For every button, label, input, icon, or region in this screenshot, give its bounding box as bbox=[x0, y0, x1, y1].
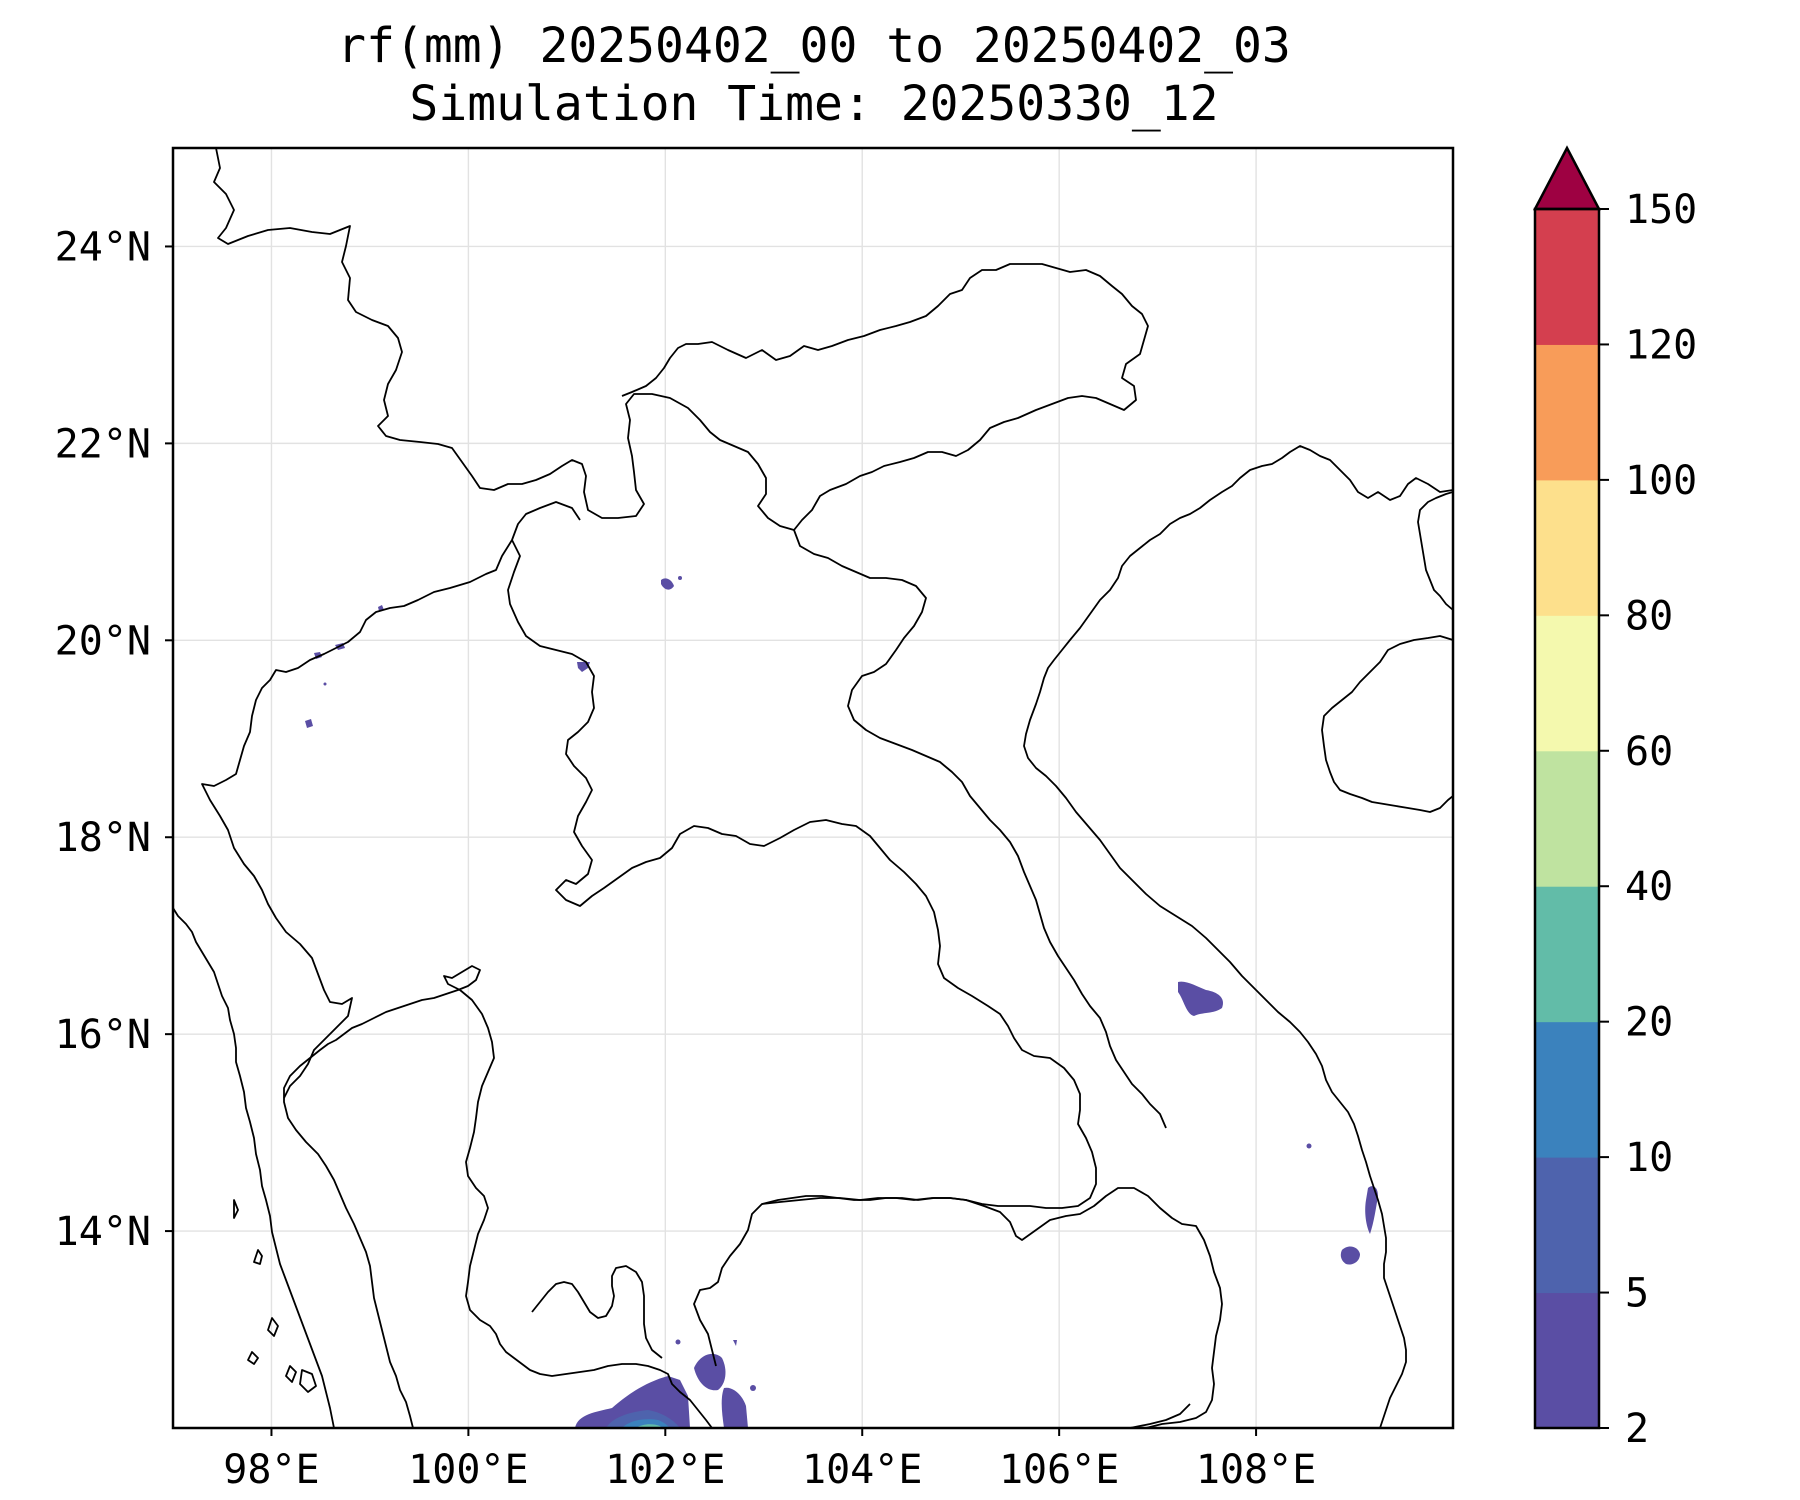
colorbar-tick-label: 80 bbox=[1625, 593, 1673, 639]
colorbar-tick-label: 40 bbox=[1625, 864, 1673, 910]
rain-cell-cambodia-coast bbox=[675, 1339, 756, 1428]
myanmar-coastline bbox=[173, 907, 335, 1428]
gulf-inner-coast bbox=[531, 1265, 663, 1359]
colorbar-tick-label: 5 bbox=[1625, 1271, 1649, 1317]
lat-tick-label: 24°N bbox=[55, 224, 151, 270]
rain-cell-central-vietnam bbox=[1178, 981, 1224, 1016]
cambodia-border bbox=[761, 1187, 1223, 1428]
colorbar-segment bbox=[1535, 479, 1599, 616]
lat-tick-label: 22°N bbox=[55, 421, 151, 467]
lon-tick-label: 102°E bbox=[605, 1447, 725, 1493]
colorbar-extend-arrow bbox=[1532, 145, 1602, 211]
colorbar-tick-label: 120 bbox=[1625, 322, 1697, 368]
lat-tick-label: 20°N bbox=[55, 618, 151, 664]
lon-tick-label: 108°E bbox=[1196, 1447, 1316, 1493]
laos-vietnam-border bbox=[793, 529, 1167, 1129]
colorbar-boxes bbox=[1535, 209, 1599, 1429]
colorbar-segment bbox=[1535, 886, 1599, 1023]
colorbar-tick-label: 100 bbox=[1625, 458, 1697, 504]
colorbar-tick-label: 60 bbox=[1625, 729, 1673, 775]
colorbar-frame bbox=[1533, 207, 1601, 1430]
colorbar-tick-label: 20 bbox=[1625, 1000, 1673, 1046]
lon-tick-label: 106°E bbox=[999, 1447, 1119, 1493]
map-area[interactable] bbox=[173, 148, 1453, 1428]
colorbar-segment bbox=[1535, 1157, 1599, 1294]
map-title-line1: rf(mm) 20250402_00 to 20250402_03 bbox=[337, 18, 1291, 74]
map-title-line2: Simulation Time: 20250330_12 bbox=[409, 76, 1218, 132]
hainan-coastline bbox=[1321, 635, 1453, 813]
colorbar-ticks: 2 5 10 20 40 60 80 100 120 150 bbox=[1599, 187, 1697, 1452]
gridlines bbox=[173, 148, 1453, 1428]
colorbar-segment bbox=[1535, 615, 1599, 752]
lon-tick-label: 104°E bbox=[802, 1447, 922, 1493]
lat-tick-label: 14°N bbox=[55, 1209, 151, 1255]
rain-cells-south-central-vietnam bbox=[1306, 1143, 1378, 1265]
map-frame bbox=[171, 146, 1455, 1430]
coastlines bbox=[173, 445, 1453, 1428]
latitude-axis: 14°N 16°N 18°N 20°N 22°N 24°N bbox=[55, 224, 173, 1255]
lon-tick-label: 100°E bbox=[408, 1447, 528, 1493]
gulf-of-thailand-coastline bbox=[283, 965, 713, 1428]
country-borders bbox=[201, 148, 1223, 1428]
myanmar-islands bbox=[233, 1199, 317, 1393]
colorbar-segment bbox=[1535, 750, 1599, 887]
lon-tick-label: 98°E bbox=[223, 1447, 319, 1493]
lat-tick-label: 18°N bbox=[55, 815, 151, 861]
vietnam-south-border bbox=[1129, 1403, 1191, 1428]
colorbar-tick-label: 10 bbox=[1625, 1135, 1673, 1181]
china-southern-border bbox=[213, 148, 1149, 531]
colorbar-segment bbox=[1535, 344, 1599, 481]
colorbar-tick-label: 150 bbox=[1625, 187, 1697, 233]
colorbar-segment bbox=[1535, 209, 1599, 345]
lat-tick-label: 16°N bbox=[55, 1012, 151, 1058]
guangdong-coastline bbox=[1417, 491, 1453, 611]
myanmar-laos-thailand-border bbox=[201, 501, 581, 1099]
colorbar-tick-label: 2 bbox=[1625, 1406, 1649, 1452]
rainfall-shading bbox=[305, 576, 1378, 1428]
vietnam-coastline bbox=[1023, 445, 1453, 1428]
colorbar-segment bbox=[1535, 1292, 1599, 1429]
colorbar: 2 5 10 20 40 60 80 100 120 150 bbox=[1532, 145, 1697, 1452]
longitude-axis: 98°E 100°E 102°E 104°E 106°E 108°E bbox=[223, 1428, 1316, 1493]
colorbar-segment bbox=[1535, 1021, 1599, 1158]
